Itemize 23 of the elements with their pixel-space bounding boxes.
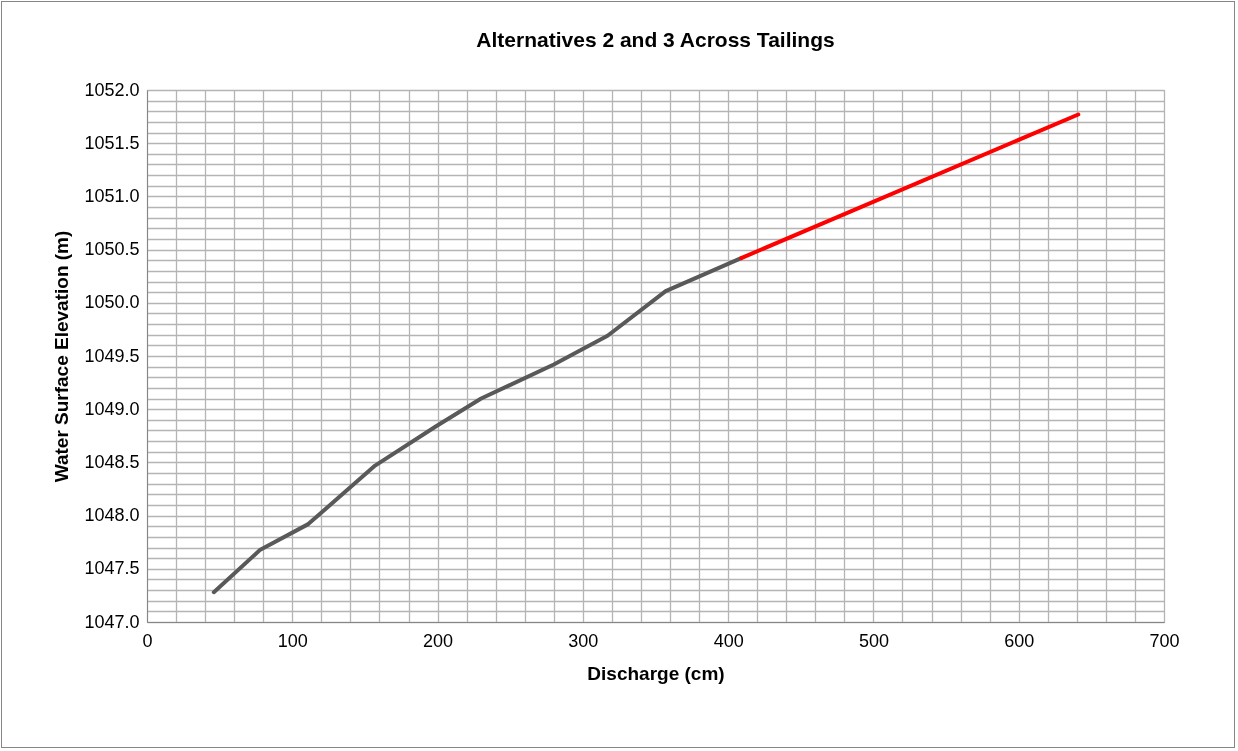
x-tick-label: 100 xyxy=(277,630,308,651)
x-tick-label: 400 xyxy=(713,630,744,651)
y-tick-label: 1050.0 xyxy=(84,292,140,313)
y-tick-label: 1047.0 xyxy=(84,611,140,632)
y-tick-label: 1047.5 xyxy=(84,558,140,579)
y-tick-label: 1050.5 xyxy=(84,239,140,260)
y-tick-label: 1049.0 xyxy=(84,398,140,419)
x-tick-label: 700 xyxy=(1149,630,1180,651)
y-axis-title: Water Surface Elevation (m) xyxy=(51,230,73,483)
x-tick-label: 300 xyxy=(568,630,599,651)
y-tick-label: 1051.0 xyxy=(84,185,140,206)
x-tick-label: 600 xyxy=(1004,630,1035,651)
y-tick-label: 1048.0 xyxy=(84,505,140,526)
x-axis-title: Discharge (cm) xyxy=(587,662,725,684)
chart-title: Alternatives 2 and 3 Across Tailings xyxy=(476,28,835,51)
x-tick-label: 200 xyxy=(423,630,454,651)
x-tick-label: 500 xyxy=(858,630,889,651)
y-tick-label: 1049.5 xyxy=(84,345,140,366)
y-tick-label: 1051.5 xyxy=(84,132,140,153)
x-tick-label: 0 xyxy=(142,630,153,651)
y-tick-label: 1048.5 xyxy=(84,451,140,472)
y-tick-label: 1052.0 xyxy=(84,79,140,100)
line-series xyxy=(211,256,744,595)
